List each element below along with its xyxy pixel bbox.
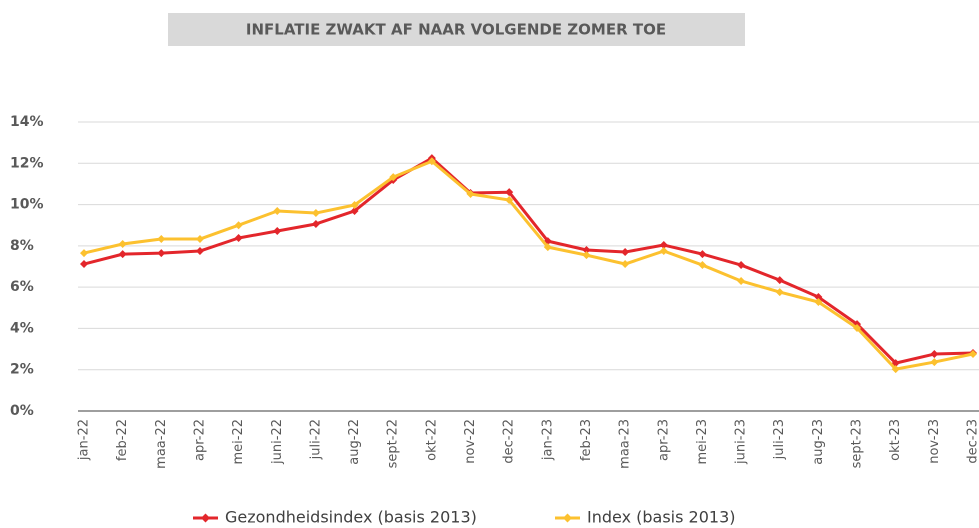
marker — [930, 358, 939, 367]
x-tick-label: jan-22 — [77, 419, 92, 461]
x-tick-label: okt-23 — [888, 419, 903, 461]
chart-title: INFLATIE ZWAKT AF NAAR VOLGENDE ZOMER TO… — [246, 21, 666, 39]
x-tick-label: nov-23 — [927, 419, 942, 464]
marker — [698, 250, 707, 259]
marker — [853, 324, 862, 333]
marker — [311, 219, 320, 228]
marker — [775, 276, 784, 285]
y-tick-label: 0% — [10, 403, 34, 419]
marker — [234, 221, 243, 230]
y-tick-label: 2% — [10, 362, 34, 378]
marker — [582, 245, 591, 254]
y-tick-label: 10% — [10, 197, 44, 213]
marker — [311, 209, 320, 218]
x-tick-label: aug-23 — [811, 419, 826, 465]
marker — [350, 206, 359, 215]
x-tick-label: juni-23 — [734, 419, 749, 465]
marker — [737, 276, 746, 285]
y-tick-label: 4% — [10, 320, 34, 336]
y-tick-label: 12% — [10, 155, 44, 171]
marker — [814, 298, 823, 307]
marker — [234, 234, 243, 243]
x-tick-label: apr-22 — [192, 419, 207, 461]
marker — [814, 293, 823, 302]
x-tick-label: juli-23 — [772, 419, 787, 460]
marker — [157, 235, 166, 244]
x-tick-label: jan-23 — [540, 419, 555, 461]
x-tick-label: dec-22 — [502, 419, 517, 464]
marker — [273, 226, 282, 235]
marker — [582, 251, 591, 260]
marker — [969, 350, 977, 359]
x-tick-label: maa-23 — [618, 419, 633, 469]
marker — [273, 206, 282, 215]
x-tick-label: sept-23 — [850, 419, 865, 468]
x-tick-label: sept-22 — [386, 419, 401, 468]
x-tick-label: dec-23 — [966, 419, 979, 464]
marker — [466, 190, 475, 199]
marker — [80, 249, 88, 258]
marker — [505, 188, 514, 197]
x-tick-label: feb-22 — [115, 419, 130, 461]
y-tick-label: 6% — [10, 279, 34, 295]
y-tick-label: 8% — [10, 238, 34, 254]
marker — [118, 239, 127, 248]
marker — [543, 243, 552, 252]
x-tick-label: juli-22 — [308, 419, 323, 460]
marker — [737, 261, 746, 270]
marker — [930, 350, 939, 359]
marker — [195, 235, 204, 244]
x-tick-label: aug-22 — [347, 419, 362, 465]
marker — [659, 241, 668, 250]
marker — [621, 260, 630, 269]
x-tick-label: okt-22 — [424, 419, 439, 461]
marker — [659, 247, 668, 256]
x-tick-label: nov-22 — [463, 419, 478, 464]
series-line — [83, 156, 974, 365]
marker — [80, 260, 88, 269]
marker — [389, 173, 398, 182]
marker — [621, 248, 630, 257]
legend-label: Index (basis 2013) — [587, 508, 736, 527]
y-tick-label: 14% — [10, 114, 44, 130]
x-tick-label: apr-23 — [656, 419, 671, 461]
x-tick-label: maa-22 — [154, 419, 169, 469]
marker — [505, 196, 514, 205]
legend-label: Gezondheidsindex (basis 2013) — [225, 508, 477, 527]
x-tick-label: mei-22 — [231, 419, 246, 465]
marker — [350, 200, 359, 209]
marker — [157, 249, 166, 258]
marker — [195, 247, 204, 256]
marker — [775, 288, 784, 297]
marker — [427, 157, 436, 166]
legend-marker — [563, 513, 572, 523]
title-box — [168, 13, 745, 46]
marker — [698, 261, 707, 270]
x-tick-label: mei-23 — [695, 419, 710, 465]
marker — [118, 250, 127, 259]
x-tick-label: juni-22 — [270, 419, 285, 465]
legend-marker — [201, 513, 210, 523]
x-tick-label: feb-23 — [579, 419, 594, 461]
marker — [891, 365, 900, 374]
series-line — [83, 159, 974, 371]
